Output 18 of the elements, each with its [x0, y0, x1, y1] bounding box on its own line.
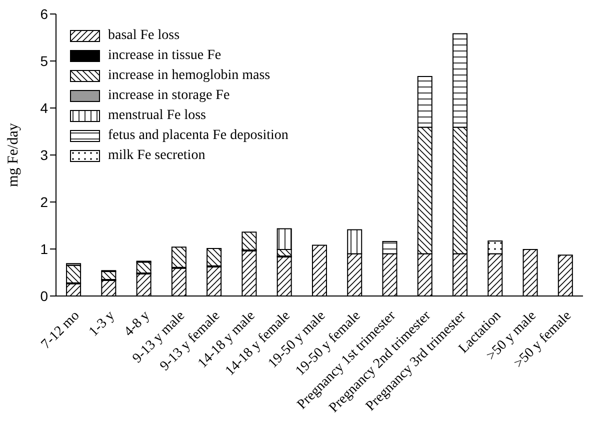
y-tick-label: 2 — [40, 194, 48, 210]
legend-label: fetus and placenta Fe deposition — [108, 127, 288, 145]
y-tick-label: 5 — [40, 52, 48, 69]
x-tick-label: 4-8 y — [122, 308, 153, 340]
legend-label: basal Fe loss — [108, 27, 180, 45]
y-tick-label: 1 — [40, 240, 48, 257]
y-axis-title: mg Fe/day — [5, 122, 22, 187]
y-tick-label: 0 — [40, 288, 48, 304]
x-tick-label: 1-3 y — [86, 308, 118, 340]
legend-label: milk Fe secretion — [108, 147, 206, 165]
y-tick-label: 6 — [40, 6, 48, 22]
y-tick-label: 3 — [40, 146, 48, 163]
y-tick-label: 4 — [40, 100, 48, 116]
legend-label: increase in tissue Fe — [108, 47, 222, 65]
legend-label: menstrual Fe loss — [108, 107, 206, 125]
legend-label: increase in hemoglobin mass — [108, 67, 270, 85]
x-tick-label: 7-12 mo — [38, 308, 83, 352]
legend-label: increase in storage Fe — [108, 87, 230, 105]
